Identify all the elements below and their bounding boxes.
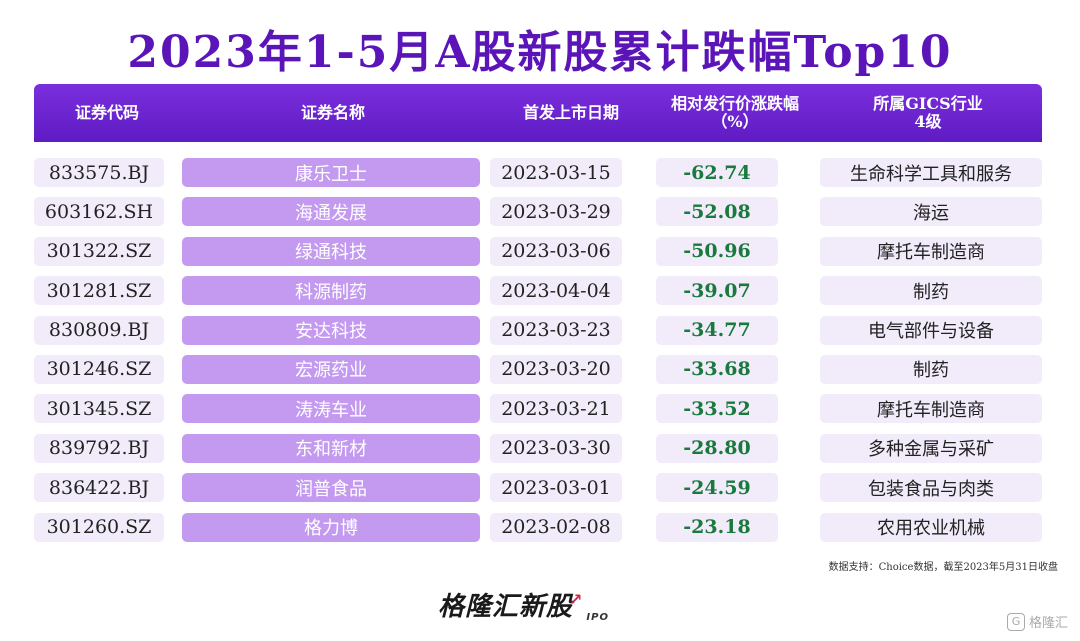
cell-name: 安达科技 [182,315,480,345]
cell-name: 科源制药 [182,276,480,306]
cell-industry: 制药 [820,354,1042,384]
cell-date: 2023-04-04 [490,276,622,306]
cell-date: 2023-03-23 [490,315,622,345]
table-row: 839792.BJ 东和新材 2023-03-30 -28.80 多种金属与采矿 [34,433,1042,473]
cell-code: 301345.SZ [34,394,164,424]
cell-industry: 摩托车制造商 [820,394,1042,424]
cell-change: -28.80 [656,433,778,463]
cell-change: -33.52 [656,394,778,424]
table-row: 836422.BJ 润普食品 2023-03-01 -24.59 包装食品与肉类 [34,473,1042,512]
data-source-note: 数据支持：Choice数据，截至2023年5月31日收盘 [828,562,1058,573]
table-row: 301246.SZ 宏源药业 2023-03-20 -33.68 制药 [34,354,1042,394]
cell-date: 2023-03-21 [490,394,622,424]
cell-industry: 摩托车制造商 [820,236,1042,266]
header-industry-line1: 所属GICS行业 [873,94,983,113]
cell-code: 839792.BJ [34,433,164,463]
cell-code: 301260.SZ [34,512,164,542]
cell-date: 2023-02-08 [490,512,622,542]
watermark: G 格隆汇 [1006,612,1068,631]
cell-industry: 制药 [820,276,1042,306]
header-change-line1: 相对发行价涨跌幅 [670,94,799,113]
table-row: 301260.SZ 格力博 2023-02-08 -23.18 农用农业机械 [34,512,1042,552]
header-industry-line2: 4级 [914,112,942,131]
table-row: 603162.SH 海通发展 2023-03-29 -52.08 海运 [34,197,1042,236]
brand-logo-sub: IPO [586,612,609,623]
cell-change: -62.74 [656,158,778,187]
cell-name: 润普食品 [182,473,480,503]
cell-name: 康乐卫士 [182,158,480,187]
cell-code: 833575.BJ [34,158,164,187]
cell-name: 东和新材 [182,433,480,463]
header-name: 证券名称 [300,103,365,122]
cell-name: 宏源药业 [182,354,480,384]
cell-change: -33.68 [656,354,778,384]
header-date: 首发上市日期 [522,103,619,122]
header-code: 证券代码 [74,103,139,122]
header-change-line2: （%） [711,112,759,131]
cell-change: -50.96 [656,236,778,266]
cell-date: 2023-03-15 [490,158,622,187]
cell-name: 绿通科技 [182,236,480,266]
brand-logo: 格隆汇新股 ↗ IPO [438,586,609,623]
cell-code: 603162.SH [34,197,164,227]
cell-change: -23.18 [656,512,778,542]
cell-change: -52.08 [656,197,778,227]
table-row: 301281.SZ 科源制药 2023-04-04 -39.07 制药 [34,276,1042,315]
cell-code: 301281.SZ [34,276,164,306]
cell-industry: 生命科学工具和服务 [820,158,1042,187]
table-header: 证券代码 证券名称 首发上市日期 相对发行价涨跌幅 （%） 所属GICS行业 4… [34,84,1042,142]
gelonghui-g-icon: G [1006,612,1025,631]
cell-date: 2023-03-20 [490,354,622,384]
header-change: 相对发行价涨跌幅 （%） [656,95,814,131]
up-arrow-icon: ↗ [569,590,584,609]
cell-industry: 电气部件与设备 [820,315,1042,345]
cell-industry: 多种金属与采矿 [820,433,1042,463]
page-title: 2023年1-5月A股新股累计跌幅Top10 [127,27,953,78]
cell-date: 2023-03-06 [490,236,622,266]
cell-industry: 农用农业机械 [820,512,1042,542]
cell-date: 2023-03-29 [490,197,622,227]
table-row: 830809.BJ 安达科技 2023-03-23 -34.77 电气部件与设备 [34,315,1042,355]
cell-date: 2023-03-01 [490,473,622,503]
cell-name: 涛涛车业 [182,394,480,424]
cell-change: -39.07 [656,276,778,306]
cell-industry: 包装食品与肉类 [820,473,1042,503]
cell-industry: 海运 [820,197,1042,227]
cell-change: -34.77 [656,315,778,345]
table-body: 833575.BJ 康乐卫士 2023-03-15 -62.74 生命科学工具和… [34,158,1042,552]
cell-name: 格力博 [182,512,480,542]
cell-code: 836422.BJ [34,473,164,503]
watermark-text: 格隆汇 [1028,616,1068,631]
table-row: 301322.SZ 绿通科技 2023-03-06 -50.96 摩托车制造商 [34,236,1042,276]
cell-code: 830809.BJ [34,315,164,345]
cell-code: 301322.SZ [34,236,164,266]
header-industry: 所属GICS行业 4级 [814,95,1042,131]
cell-date: 2023-03-30 [490,433,622,463]
cell-change: -24.59 [656,473,778,503]
brand-logo-text: 格隆汇新股 [438,592,574,622]
cell-code: 301246.SZ [34,354,164,384]
cell-name: 海通发展 [182,197,480,227]
table-row: 301345.SZ 涛涛车业 2023-03-21 -33.52 摩托车制造商 [34,394,1042,433]
table-row: 833575.BJ 康乐卫士 2023-03-15 -62.74 生命科学工具和… [34,158,1042,197]
